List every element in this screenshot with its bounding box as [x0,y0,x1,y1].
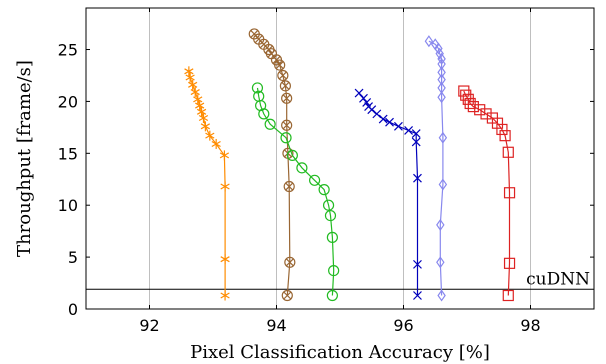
series-4 [424,35,448,302]
y-tick-label-5: 5 [68,248,78,267]
series-2-point-7 [296,162,308,174]
series-3-point-12 [413,173,422,183]
series-5 [458,85,516,302]
series-4-point-11 [438,178,448,191]
series-4-point-12 [436,218,445,231]
series-5-point-13 [503,257,516,269]
series-4-point-2 [434,42,443,55]
y-tick-label-10: 10 [58,196,78,215]
series-0-point-14 [220,290,230,301]
series-2-point-3 [258,108,270,120]
series-3-point-5 [372,109,382,119]
cudnn-label: cuDNN [526,269,590,289]
series-0-point-7 [198,113,209,124]
series-0-point-9 [205,130,215,141]
series-5-point-12 [503,187,516,199]
series-0-point-1 [185,72,195,83]
series-0-point-13 [220,254,230,265]
series-4-point-7 [437,73,446,86]
x-tick-label-92: 92 [139,316,159,335]
plot-frame [85,7,595,310]
series-0-point-6 [196,106,207,117]
y-tick-label-15: 15 [58,144,78,163]
series-4-point-0 [424,35,434,48]
series-2-point-4 [264,118,276,130]
series-4-point-14 [437,289,446,302]
series-0-point-8 [200,121,211,132]
series-2-point-8 [309,174,321,186]
series-4-point-3 [435,47,444,60]
series-5-point-3 [464,97,476,110]
series-4-point-5 [437,58,446,71]
series-1-point-8 [279,80,291,92]
series-5-point-5 [474,104,486,116]
series-layer [184,28,516,302]
series-3-point-10 [411,129,421,139]
series-2-point-14 [326,289,338,302]
series-2 [251,82,340,302]
x-axis-label: Pixel Classification Accuracy [%] [190,342,490,363]
series-3-point-7 [385,117,394,127]
series-1-point-13 [284,256,296,268]
x-tick-label-98: 98 [520,316,540,335]
series-3-point-11 [411,137,421,147]
series-3-point-14 [413,291,422,300]
series-0-point-2 [188,79,198,90]
series-3-point-6 [378,114,388,124]
series-2-point-10 [322,199,335,211]
series-1-point-4 [265,48,278,60]
series-4-point-4 [437,52,446,65]
series-1-point-6 [274,59,286,71]
series-2-line [256,87,335,296]
series-3-point-13 [413,259,422,269]
y-tick-label-20: 20 [58,92,78,111]
series-5-point-9 [496,123,508,136]
series-2-point-9 [318,184,330,196]
grid-lines [149,8,531,309]
x-tick-label-96: 96 [393,316,413,335]
series-1-point-9 [281,92,293,104]
series-0-point-12 [220,181,230,192]
series-0-line [188,71,226,296]
series-2-point-12 [326,231,338,243]
series-5-point-4 [467,101,479,113]
series-4-point-10 [438,131,448,144]
series-1 [248,28,296,302]
series-3-point-4 [367,105,377,115]
series-5-point-10 [499,130,511,142]
series-4-point-6 [437,66,446,79]
series-0-point-11 [219,150,230,161]
series-5-point-11 [502,146,514,158]
series-0-point-4 [193,94,203,105]
series-1-point-10 [281,119,293,131]
y-tick-label-0: 0 [68,300,78,319]
series-1-point-14 [281,289,293,302]
series-5-point-14 [502,289,514,302]
series-2-point-5 [280,132,292,144]
series-0-point-5 [195,100,205,111]
series-2-point-13 [328,264,340,277]
x-tick-label-94: 94 [266,316,286,335]
y-axis-label: Throughput [frame/s] [14,60,35,257]
series-3-point-1 [359,93,368,103]
series-5-point-6 [480,108,492,120]
series-3-point-9 [404,126,414,135]
series-3 [354,88,422,300]
y-tick-label-25: 25 [58,41,78,60]
series-2-point-0 [251,82,264,94]
series-4-point-13 [436,256,445,269]
series-0 [184,66,230,301]
series-3-point-8 [393,121,403,131]
series-4-point-9 [437,91,446,104]
series-0-point-3 [190,87,200,98]
series-0-point-0 [184,66,194,77]
series-1-point-7 [277,69,289,82]
series-1-point-12 [283,180,295,193]
series-2-point-6 [286,149,298,161]
series-2-point-11 [324,209,337,222]
series-0-point-10 [211,138,221,149]
axis-ticks: 92 94 96 98 0 5 10 15 20 25 [58,8,594,335]
